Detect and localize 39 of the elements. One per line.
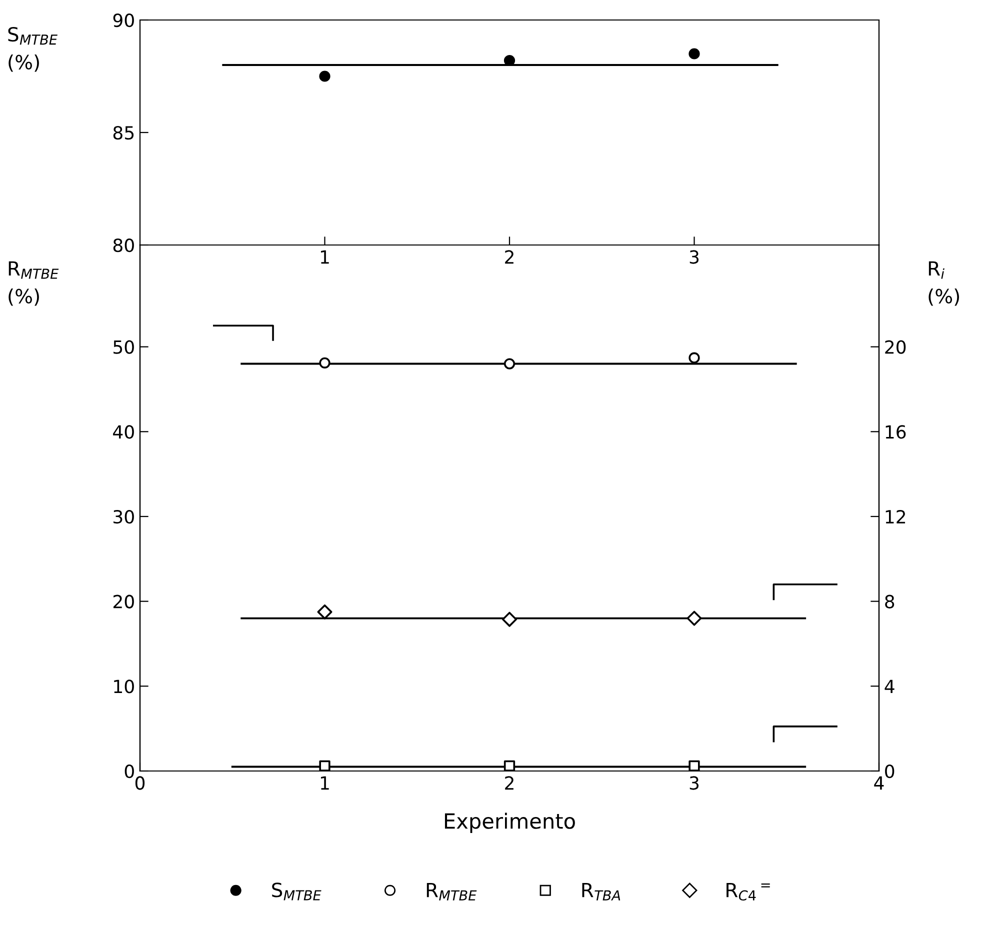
x-tick-label: 1 — [320, 250, 329, 264]
point — [317, 604, 332, 620]
point — [688, 760, 700, 772]
y-tick-label: 50 — [114, 340, 134, 354]
x-tick-label: 2 — [505, 250, 514, 264]
y2-tick-label: 16 — [886, 425, 906, 439]
y2-tick-label: 12 — [886, 510, 906, 524]
point — [686, 610, 702, 626]
y-axis-title: S$_{MTBE}$ (%) — [8, 26, 58, 72]
y-tick-label: 80 — [113, 238, 134, 252]
y-tick-label: 20 — [113, 594, 134, 608]
point — [502, 612, 517, 627]
legend-label: R$_{C4}$$^{=}$ — [726, 882, 770, 901]
x-tick-label: 3 — [690, 776, 699, 790]
point — [688, 48, 700, 60]
y-tick-label: 90 — [113, 13, 134, 28]
legend-label: S$_{MTBE}$ — [272, 882, 322, 900]
x-tick-label: 0 — [135, 776, 145, 790]
x-tick-label: 2 — [505, 776, 514, 790]
y-tick-label: 10 — [114, 680, 134, 694]
legend-label: R$_{MTBE}$ — [426, 882, 477, 900]
y2-axis-title: R$_{i}$ (%) — [928, 261, 960, 306]
y-tick-label: 0 — [124, 764, 134, 778]
y-tick-label: 40 — [113, 425, 134, 439]
point — [319, 70, 330, 82]
x-tick-label: 4 — [874, 776, 884, 790]
x-tick-label: 3 — [690, 250, 699, 264]
point — [504, 760, 516, 772]
y2-tick-label: 4 — [884, 680, 894, 694]
x-tick-label: 1 — [320, 776, 329, 790]
y2-tick-label: 0 — [885, 764, 894, 778]
y2-tick-label: 20 — [885, 340, 906, 354]
y2-tick-label: 8 — [885, 594, 894, 608]
x-axis-title: Experimento — [444, 812, 575, 833]
point — [319, 760, 330, 772]
y-axis-title: R$_{MTBE}$ (%) — [8, 261, 59, 306]
y-tick-label: 85 — [113, 126, 134, 140]
y-tick-label: 30 — [114, 510, 134, 524]
legend-label: R$_{TBA}$ — [582, 882, 620, 900]
